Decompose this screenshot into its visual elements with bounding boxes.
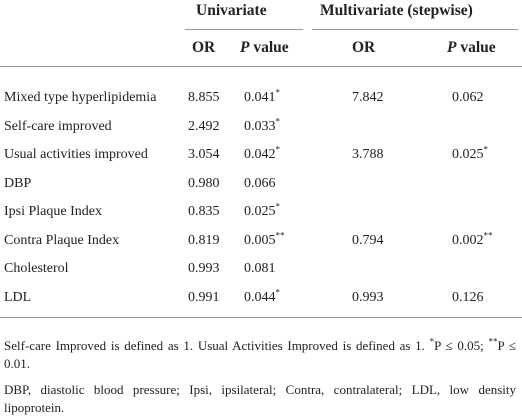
cell-text: 0.025 (452, 147, 484, 162)
footnote-text: Self-care Improved is defined as 1. Usua… (4, 338, 425, 353)
cell: 0.066 (244, 175, 276, 191)
cell: 0.062 (452, 90, 484, 105)
cell: 0.005** (244, 229, 285, 249)
column-header: P value (240, 39, 289, 57)
row-label: Cholesterol (4, 261, 69, 276)
cell-text: 0.025 (244, 204, 276, 219)
cell: 3.054 (188, 147, 220, 162)
cell-sup: * (275, 286, 281, 297)
cell-sup: ** (483, 229, 493, 240)
rule (312, 29, 518, 30)
cell: 0.041* (244, 87, 281, 106)
cell: 0.993 (188, 261, 220, 276)
cell: 0.033* (244, 115, 281, 135)
column-header-italic: P (447, 39, 457, 56)
cell-sup: * (275, 87, 281, 98)
cell: 0.042* (244, 144, 281, 163)
cell-text: 0.002 (452, 232, 484, 248)
column-header: P value (447, 39, 496, 57)
footnote-sup: ** (488, 336, 498, 347)
rule (185, 29, 303, 30)
cell: 0.794 (352, 232, 384, 248)
rule (0, 66, 522, 67)
cell-text: 0.041 (244, 90, 276, 105)
cell-sup: ** (275, 229, 285, 240)
row-label: Contra Plaque Index (4, 232, 120, 248)
row-label: Mixed type hyperlipidemia (4, 90, 157, 105)
row-label: DBP (4, 175, 32, 191)
cell-sup: * (275, 144, 281, 155)
column-header-text: OR (352, 39, 376, 56)
column-header-text: value (249, 39, 289, 56)
cell: 2.492 (188, 118, 220, 134)
column-header: OR (192, 39, 215, 57)
cell-sup: * (275, 201, 281, 212)
footnotes: Self-care Improved is defined as 1. Usua… (4, 337, 516, 419)
cell-text: 0.033 (244, 118, 276, 134)
cell: 0.025* (452, 144, 489, 163)
cell: 0.991 (188, 289, 220, 305)
column-header-text: value (456, 39, 496, 56)
cell: 0.993 (352, 289, 384, 305)
cell: 0.980 (188, 175, 220, 191)
column-header-italic: P (240, 39, 250, 56)
cell: 8.855 (188, 90, 220, 105)
footnote: DBP, diastolic blood pressure; Ipsi, ips… (4, 382, 516, 415)
cell: 0.044* (244, 286, 281, 306)
group-header: Univariate (196, 2, 267, 19)
column-header: OR (352, 39, 375, 57)
row-label: Self-care improved (4, 118, 112, 134)
cell-text: 0.005 (244, 232, 276, 248)
row-label: Usual activities improved (4, 147, 148, 162)
cell-text: 0.044 (244, 289, 276, 305)
cell-sup: * (275, 115, 281, 126)
group-header: Multivariate (stepwise) (320, 2, 473, 19)
row-label: Ipsi Plaque Index (4, 204, 102, 219)
rule (0, 317, 522, 318)
footnote: Self-care Improved is defined as 1. Usua… (4, 337, 516, 373)
cell: 3.788 (352, 147, 384, 162)
cell: 7.842 (352, 90, 384, 105)
cell-text: 0.042 (244, 147, 276, 162)
row-label: LDL (4, 289, 32, 305)
cell: 0.819 (188, 232, 220, 248)
footnote-text: P ≤ 0.05; (434, 338, 484, 353)
footnote-sup: * (429, 336, 435, 347)
column-header-text: OR (192, 39, 216, 56)
cell: 0.002** (452, 229, 493, 249)
cell-sup: * (483, 144, 489, 155)
cell: 0.126 (452, 289, 484, 305)
cell: 0.081 (244, 261, 276, 276)
cell: 0.835 (188, 204, 220, 219)
cell: 0.025* (244, 201, 281, 220)
footnote-text: P ≤ 0.01. (4, 338, 517, 371)
